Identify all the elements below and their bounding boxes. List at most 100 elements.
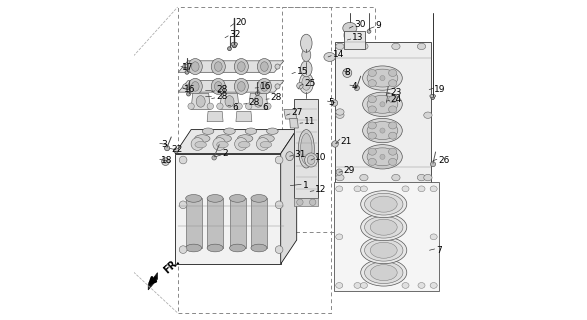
Ellipse shape — [360, 191, 407, 218]
Ellipse shape — [251, 195, 267, 202]
Ellipse shape — [430, 283, 437, 288]
Ellipse shape — [389, 69, 397, 76]
Ellipse shape — [365, 193, 403, 215]
Ellipse shape — [238, 62, 245, 71]
Ellipse shape — [354, 186, 361, 192]
Ellipse shape — [392, 43, 400, 50]
Ellipse shape — [260, 141, 272, 148]
Polygon shape — [207, 198, 223, 248]
Ellipse shape — [365, 239, 403, 261]
Ellipse shape — [363, 92, 402, 116]
Ellipse shape — [179, 246, 187, 253]
Ellipse shape — [191, 82, 199, 91]
Polygon shape — [149, 273, 157, 290]
Ellipse shape — [360, 237, 407, 264]
Ellipse shape — [368, 106, 376, 113]
Ellipse shape — [336, 169, 342, 175]
Text: 6: 6 — [263, 103, 268, 112]
Polygon shape — [281, 130, 296, 264]
Bar — [282, 7, 375, 232]
Ellipse shape — [211, 78, 225, 94]
Ellipse shape — [354, 283, 361, 288]
Text: 18: 18 — [161, 156, 173, 165]
Ellipse shape — [343, 22, 357, 34]
Ellipse shape — [275, 156, 283, 164]
Ellipse shape — [301, 34, 312, 52]
Polygon shape — [175, 130, 296, 154]
Ellipse shape — [336, 283, 343, 288]
Text: 12: 12 — [315, 185, 326, 194]
Text: 29: 29 — [343, 166, 355, 175]
Ellipse shape — [305, 153, 318, 167]
Ellipse shape — [238, 141, 250, 148]
Ellipse shape — [417, 174, 426, 181]
Ellipse shape — [336, 43, 344, 50]
Polygon shape — [220, 93, 239, 109]
Ellipse shape — [368, 69, 376, 76]
Ellipse shape — [214, 62, 222, 71]
Ellipse shape — [389, 106, 397, 113]
Ellipse shape — [344, 28, 356, 43]
Ellipse shape — [185, 70, 189, 74]
Ellipse shape — [211, 59, 225, 75]
Polygon shape — [249, 93, 268, 109]
Polygon shape — [207, 111, 223, 122]
Ellipse shape — [296, 199, 303, 205]
Polygon shape — [335, 42, 431, 183]
Ellipse shape — [196, 96, 205, 107]
Ellipse shape — [230, 244, 245, 252]
Ellipse shape — [236, 103, 242, 109]
Ellipse shape — [183, 64, 188, 69]
Text: 27: 27 — [291, 108, 303, 117]
Text: —: — — [204, 94, 211, 100]
Ellipse shape — [225, 96, 234, 107]
Polygon shape — [295, 198, 319, 206]
Ellipse shape — [302, 76, 311, 90]
Text: 10: 10 — [315, 153, 327, 162]
Text: 1: 1 — [302, 181, 308, 190]
Ellipse shape — [363, 145, 402, 169]
Text: 6: 6 — [232, 103, 238, 112]
Ellipse shape — [355, 85, 359, 91]
Ellipse shape — [245, 128, 257, 134]
Ellipse shape — [389, 80, 397, 87]
Ellipse shape — [302, 49, 311, 61]
Polygon shape — [236, 111, 252, 122]
Ellipse shape — [286, 152, 294, 161]
Ellipse shape — [331, 100, 338, 106]
Ellipse shape — [275, 201, 283, 209]
Ellipse shape — [265, 103, 271, 109]
Ellipse shape — [301, 61, 312, 77]
Ellipse shape — [370, 242, 397, 258]
Text: 2: 2 — [222, 149, 228, 158]
Ellipse shape — [360, 43, 368, 50]
Ellipse shape — [367, 148, 398, 166]
Ellipse shape — [254, 96, 263, 107]
Ellipse shape — [228, 47, 231, 51]
Ellipse shape — [261, 62, 268, 71]
Ellipse shape — [368, 80, 376, 87]
Text: 14: 14 — [333, 50, 344, 59]
Ellipse shape — [368, 132, 376, 139]
Text: 17: 17 — [182, 63, 194, 72]
Ellipse shape — [238, 82, 245, 91]
Ellipse shape — [389, 96, 397, 103]
Ellipse shape — [207, 195, 223, 202]
Ellipse shape — [231, 42, 238, 46]
Ellipse shape — [238, 135, 253, 142]
Text: 30: 30 — [355, 20, 366, 29]
Ellipse shape — [417, 43, 426, 50]
Text: 8: 8 — [345, 68, 350, 76]
Ellipse shape — [365, 216, 403, 238]
Text: 9: 9 — [376, 21, 381, 30]
Ellipse shape — [245, 103, 252, 109]
Ellipse shape — [195, 135, 210, 142]
Ellipse shape — [234, 59, 248, 75]
Text: 19: 19 — [434, 85, 446, 94]
Ellipse shape — [213, 138, 225, 150]
Ellipse shape — [214, 82, 222, 91]
Ellipse shape — [336, 112, 344, 118]
Ellipse shape — [234, 78, 248, 94]
Ellipse shape — [424, 174, 432, 181]
Polygon shape — [178, 61, 284, 72]
